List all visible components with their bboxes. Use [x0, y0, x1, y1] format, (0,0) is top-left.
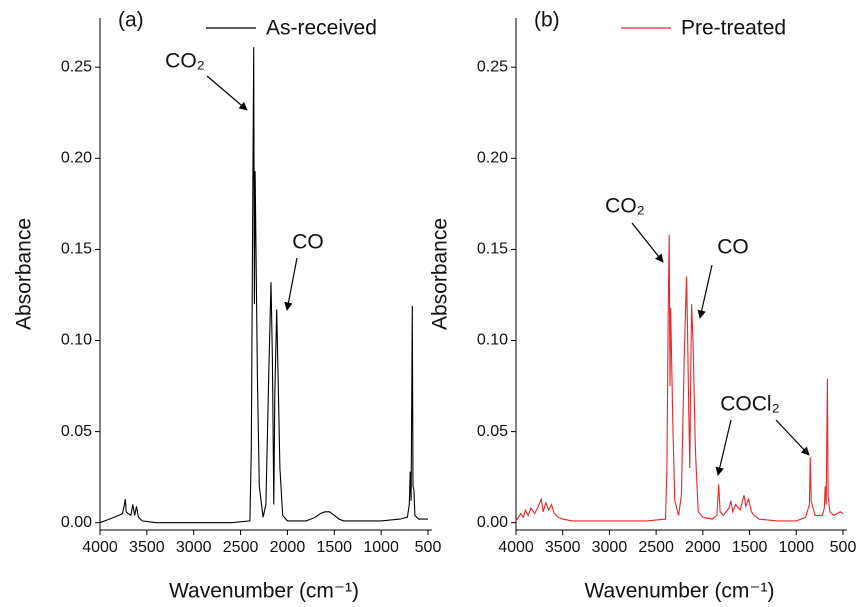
x-tick-label: 500 [830, 539, 857, 556]
annotation-arrow [206, 75, 248, 111]
annotation-arrow [697, 264, 713, 319]
x-tick-label: 3000 [592, 539, 628, 556]
x-tick-label: 4000 [82, 539, 118, 556]
x-tick-label: 2000 [270, 539, 306, 556]
annotation: CO₂ [165, 50, 205, 73]
x-tick-label: 500 [415, 539, 442, 556]
x-tick-label: 1000 [363, 539, 399, 556]
y-axis-title: Absorbance [429, 218, 452, 330]
y-tick-label: 0.20 [61, 150, 92, 167]
y-tick-label: 0.10 [477, 332, 508, 349]
y-axis-title: Absorbance [13, 218, 36, 330]
y-tick-label: 0.25 [61, 58, 92, 75]
y-tick-label: 0.00 [477, 514, 508, 531]
x-tick-label: 3500 [545, 539, 581, 556]
x-tick-label: 2500 [638, 539, 674, 556]
y-tick-label: 0.25 [477, 58, 508, 75]
y-tick-label: 0.05 [61, 423, 92, 440]
annotation-arrow [631, 222, 664, 263]
x-tick-label: 1000 [778, 539, 814, 556]
legend-label: As-received [266, 17, 377, 40]
y-tick-label: 0.15 [477, 241, 508, 258]
annotation-arrow [284, 257, 298, 311]
x-tick-label: 3000 [176, 539, 212, 556]
annotation: CO [717, 236, 749, 259]
annotation-arrow [715, 419, 732, 476]
y-tick-label: 0.00 [61, 514, 92, 531]
annotation: COCl₂ [720, 393, 779, 416]
x-tick-label: 3500 [129, 539, 165, 556]
x-tick-label: 1500 [732, 539, 768, 556]
y-tick-label: 0.05 [477, 423, 508, 440]
x-tick-label: 2500 [223, 539, 259, 556]
panel-label: (b) [534, 9, 560, 32]
spectrum-line [99, 47, 428, 524]
legend-label: Pre-treated [681, 17, 786, 40]
panel-label: (a) [118, 9, 144, 32]
y-tick-label: 0.15 [61, 241, 92, 258]
y-tick-label: 0.10 [61, 332, 92, 349]
annotation: CO [292, 231, 324, 254]
annotation: CO₂ [605, 195, 645, 218]
x-axis-title: Wavenumber (cm⁻¹) [585, 580, 775, 603]
x-tick-label: 1500 [316, 539, 352, 556]
y-tick-label: 0.20 [477, 150, 508, 167]
x-axis-title: Wavenumber (cm⁻¹) [169, 580, 359, 603]
x-tick-label: 2000 [685, 539, 721, 556]
x-tick-label: 4000 [498, 539, 534, 556]
annotation-arrow [775, 419, 810, 456]
spectrum-line [515, 234, 844, 522]
